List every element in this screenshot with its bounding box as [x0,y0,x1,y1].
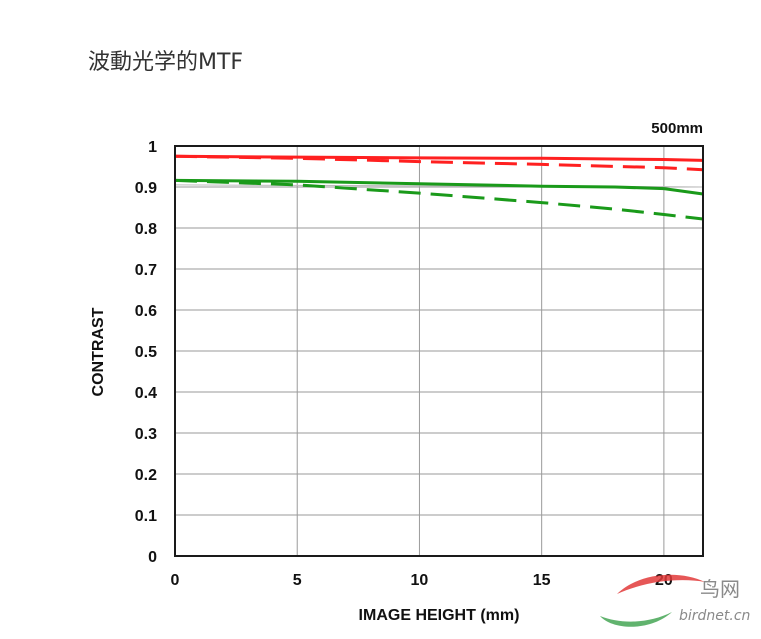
y-tick-label: 0.4 [135,385,157,402]
series-line-3 [174,178,704,196]
focal-length-annotation: 500mm [651,120,703,137]
y-tick-label: 0.3 [135,426,157,443]
watermark-swoosh-red [617,574,705,594]
y-tick-labels: 1 0.9 0.8 0.7 0.6 0.5 0.4 0.3 0.2 0.1 0 [135,139,157,566]
series-lines [174,154,704,221]
series-line-4 [174,178,704,221]
y-tick-label: 1 [148,139,157,156]
plot-frame [174,145,704,557]
watermark-swoosh-green [600,612,672,627]
series-line-1 [174,154,704,162]
page-title: 波動光学的MTF [88,50,244,75]
y-tick-label: 0.1 [135,508,157,525]
x-tick-label: 0 [171,572,180,589]
y-tick-label: 0.5 [135,344,157,361]
x-axis-label: IMAGE HEIGHT (mm) [359,607,520,624]
watermark-logo: 鸟网 birdnet.cn [600,574,750,627]
y-tick-label: 0 [148,549,157,566]
y-tick-label: 0.6 [135,303,157,320]
x-tick-label: 10 [411,572,429,589]
x-tick-label: 15 [533,572,551,589]
y-tick-label: 0.8 [135,221,157,238]
watermark-name: 鸟网 [700,577,740,601]
y-tick-label: 0.9 [135,180,157,197]
y-tick-label: 0.2 [135,467,157,484]
x-tick-label: 5 [293,572,302,589]
y-axis-label: CONTRAST [90,307,107,396]
y-tick-label: 0.7 [135,262,157,279]
grid-lines [174,145,703,557]
watermark-site: birdnet.cn [679,608,750,624]
x-tick-labels: 05101520 [171,572,673,589]
